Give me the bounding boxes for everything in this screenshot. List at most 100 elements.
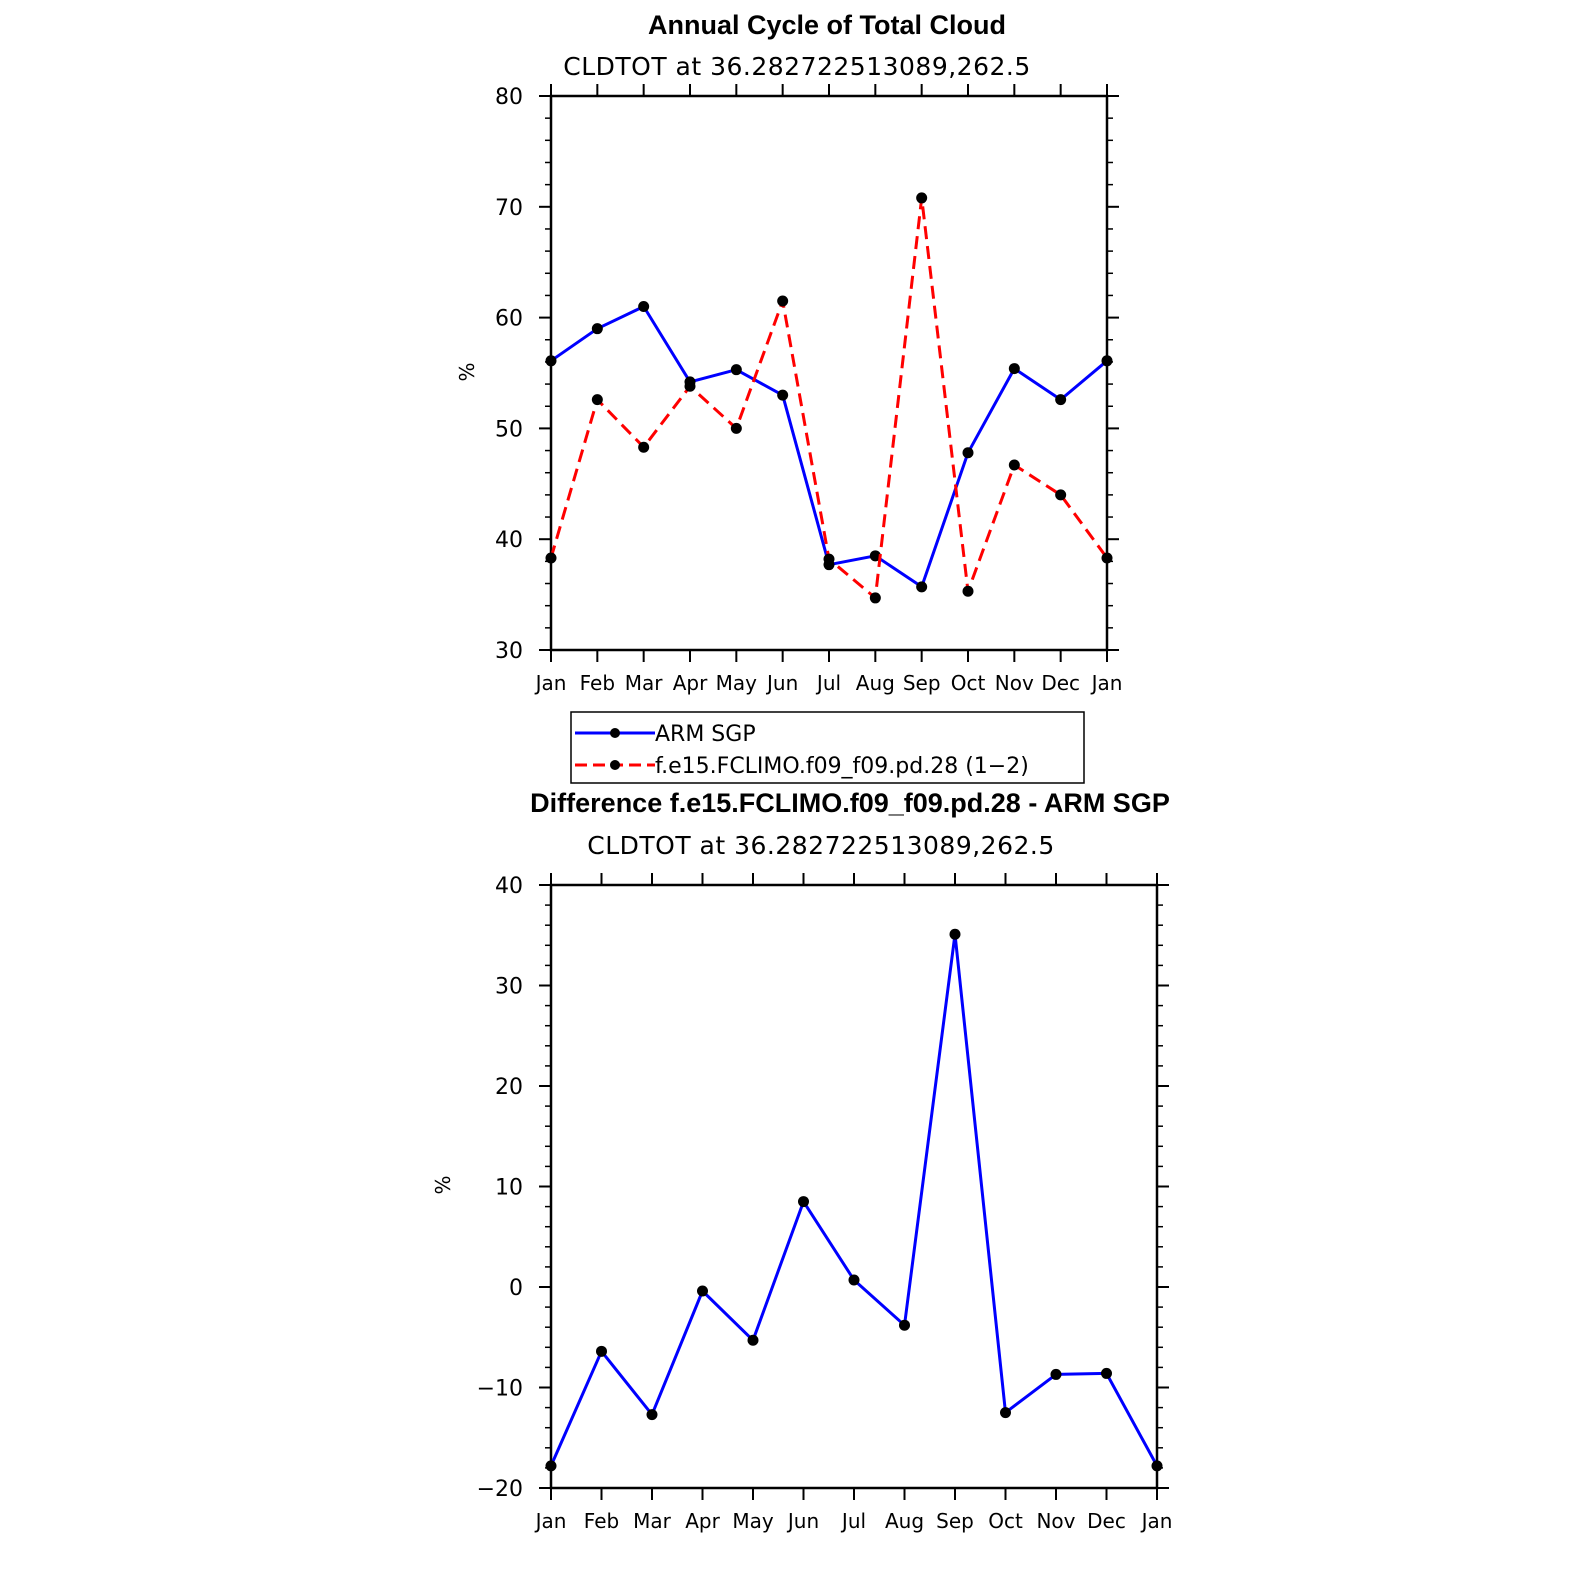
chart2-subtitle: CLDTOT at 36.282722513089,262.5 [587, 831, 1055, 860]
chart2-series-0-point [596, 1345, 607, 1357]
chart1-legend: ARM SGP f.e15.FCLIMO.f09_f09.pd.28 (1−2) [570, 711, 1085, 784]
chart1-xtick-label: Mar [625, 671, 664, 695]
chart2-plot-frame [549, 883, 1159, 1490]
chart2-series-0-point [899, 1319, 910, 1331]
chart1-series-0-point [962, 447, 974, 459]
chart1-series-1-point [545, 552, 557, 564]
chart2-series-0-point [848, 1274, 860, 1286]
chart2-ytick-label: 0 [509, 1276, 523, 1301]
chart1-series-0-point [869, 550, 881, 562]
legend-entry-arm-sgp: ARM SGP [575, 722, 756, 747]
chart1-xtick-label: Jan [1090, 671, 1123, 695]
chart1-series-1-point [869, 592, 881, 604]
chart2-ytick-label: −20 [477, 1477, 523, 1502]
chart2-series-0-line [549, 932, 1159, 1467]
chart2-series-0-point [1101, 1367, 1112, 1379]
legend-marker-arm-sgp [610, 728, 620, 738]
chart1-series-0-point [545, 355, 557, 367]
chart1-series-1-point [916, 192, 928, 204]
chart1-series-0-point [730, 364, 742, 376]
chart1-series-1-point [1055, 489, 1067, 501]
chart2-series-0-point [545, 1460, 557, 1472]
chart1-xtick-label: Sep [903, 671, 941, 695]
chart1-ytick-label: 80 [495, 85, 523, 110]
chart1-series-0-point [638, 301, 650, 313]
chart1-ytick-label: 30 [495, 639, 523, 664]
chart1-series-1-point [823, 553, 835, 565]
chart2-title: Difference f.e15.FCLIMO.f09_f09.pd.28 - … [530, 788, 1170, 818]
chart1-series-0-point [1101, 355, 1113, 367]
chart1-xtick-label: May [716, 671, 758, 695]
chart1-series-1-point [638, 441, 650, 453]
chart2-series-0-point [747, 1334, 759, 1346]
chart1-title: Annual Cycle of Total Cloud [648, 10, 1006, 40]
chart1-ytick-label: 70 [495, 196, 523, 221]
chart1-xtick-label: Jul [815, 671, 841, 695]
chart2-series-0-point [1050, 1368, 1062, 1380]
chart1-xtick-label: Aug [856, 671, 895, 695]
chart1-xtick-label: Dec [1041, 671, 1080, 695]
chart2-series-0-point [798, 1196, 809, 1208]
chart2-series-0-point [646, 1409, 658, 1421]
chart2-xtick-label: May [732, 1509, 774, 1533]
chart1-series-1-point [730, 422, 742, 434]
chart1-series-0-point [777, 389, 789, 401]
legend-label-model: f.e15.FCLIMO.f09_f09.pd.28 (1−2) [655, 754, 1029, 779]
chart2-series-group [545, 928, 1163, 1472]
chart1-xtick-label: Jan [534, 671, 567, 695]
chart2-xtick-label: Jul [840, 1509, 866, 1533]
chart1-series-1-point [1101, 552, 1113, 564]
chart1-series-1-point [591, 394, 603, 406]
chart1-series-0-point [916, 581, 928, 593]
chart2-xtick-label: Sep [936, 1509, 974, 1533]
chart1-series-0-point [1008, 363, 1020, 375]
chart2-xtick-label: Mar [633, 1509, 672, 1533]
chart2-series-0-point [697, 1285, 708, 1297]
chart2-ytick-label: 30 [495, 975, 523, 1000]
chart1-subtitle: CLDTOT at 36.282722513089,262.5 [563, 52, 1031, 81]
chart1-xtick-label: Oct [951, 671, 986, 695]
chart2-series-0-point [1000, 1407, 1011, 1419]
chart1-series-0-point [591, 323, 603, 335]
chart2-xtick-label: Jan [534, 1509, 567, 1533]
chart2-series-0-point [1151, 1460, 1163, 1472]
chart2-ylabel: % [431, 1175, 455, 1194]
chart1-series-1-point [1008, 459, 1020, 471]
chart2-xtick-label: Aug [885, 1509, 924, 1533]
chart2-ytick-label: 10 [495, 1176, 523, 1201]
chart2-ytick-label: 40 [495, 874, 523, 899]
chart2-series-0-point [949, 928, 961, 940]
chart2-xtick-label: Dec [1087, 1509, 1126, 1533]
chart1-ytick-label: 60 [495, 307, 523, 332]
chart2-xtick-label: Feb [584, 1509, 619, 1533]
chart2-xtick-label: Nov [1036, 1509, 1075, 1533]
chart1-series-1-point [684, 380, 696, 392]
chart1-series-1-point [777, 295, 789, 307]
chart1-xtick-label: Feb [580, 671, 615, 695]
chart1-ylabel: % [455, 362, 479, 381]
legend-label-arm-sgp: ARM SGP [655, 722, 756, 747]
chart1-series-0-line [550, 305, 1108, 589]
chart2-ytick-label: −10 [477, 1377, 523, 1402]
legend-box [570, 711, 1085, 784]
chart2-xtick-label: Jun [786, 1509, 819, 1533]
chart1-xtick-label: Jun [765, 671, 798, 695]
legend-entry-model: f.e15.FCLIMO.f09_f09.pd.28 (1−2) [575, 754, 1029, 779]
chart1-xtick-label: Nov [995, 671, 1034, 695]
chart2-xtick-label: Oct [988, 1509, 1023, 1533]
chart1-xtick-label: Apr [673, 671, 708, 695]
chart1-series-group [545, 192, 1113, 604]
legend-marker-model [610, 760, 620, 770]
chart1-series-0-point [1055, 394, 1067, 406]
chart1-series-1-line [549, 196, 1109, 600]
chart2-ytick-label: 20 [495, 1075, 523, 1100]
chart2-axes: Jan Feb Mar Apr May Jun Jul Aug Sep Oct Nov Dec Jan−… [477, 873, 1173, 1533]
chart1-ytick-label: 40 [495, 528, 523, 553]
chart2-xtick-label: Apr [685, 1509, 720, 1533]
chart2-xtick-label: Jan [1140, 1509, 1173, 1533]
chart1-ytick-label: 50 [495, 417, 523, 442]
chart1-series-1-point [962, 585, 974, 597]
chart1-axes: Jan Feb Mar Apr May Jun Jul Aug Sep Oct Nov Dec Jan 3… [495, 84, 1122, 695]
